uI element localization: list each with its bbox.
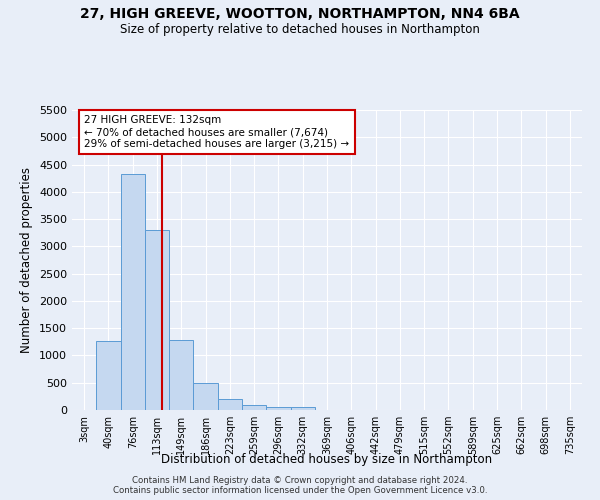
Bar <box>266 407 290 410</box>
Bar <box>121 174 145 410</box>
Text: Size of property relative to detached houses in Northampton: Size of property relative to detached ho… <box>120 22 480 36</box>
Text: 27, HIGH GREEVE, WOOTTON, NORTHAMPTON, NN4 6BA: 27, HIGH GREEVE, WOOTTON, NORTHAMPTON, N… <box>80 8 520 22</box>
Bar <box>290 408 315 410</box>
Text: 27 HIGH GREEVE: 132sqm
← 70% of detached houses are smaller (7,674)
29% of semi-: 27 HIGH GREEVE: 132sqm ← 70% of detached… <box>85 116 350 148</box>
Bar <box>242 406 266 410</box>
Y-axis label: Number of detached properties: Number of detached properties <box>20 167 34 353</box>
Bar <box>145 230 169 410</box>
Bar <box>218 398 242 410</box>
Bar <box>96 342 121 410</box>
Text: Distribution of detached houses by size in Northampton: Distribution of detached houses by size … <box>161 452 493 466</box>
Bar <box>193 384 218 410</box>
Text: Contains HM Land Registry data © Crown copyright and database right 2024.
Contai: Contains HM Land Registry data © Crown c… <box>113 476 487 495</box>
Bar <box>169 340 193 410</box>
